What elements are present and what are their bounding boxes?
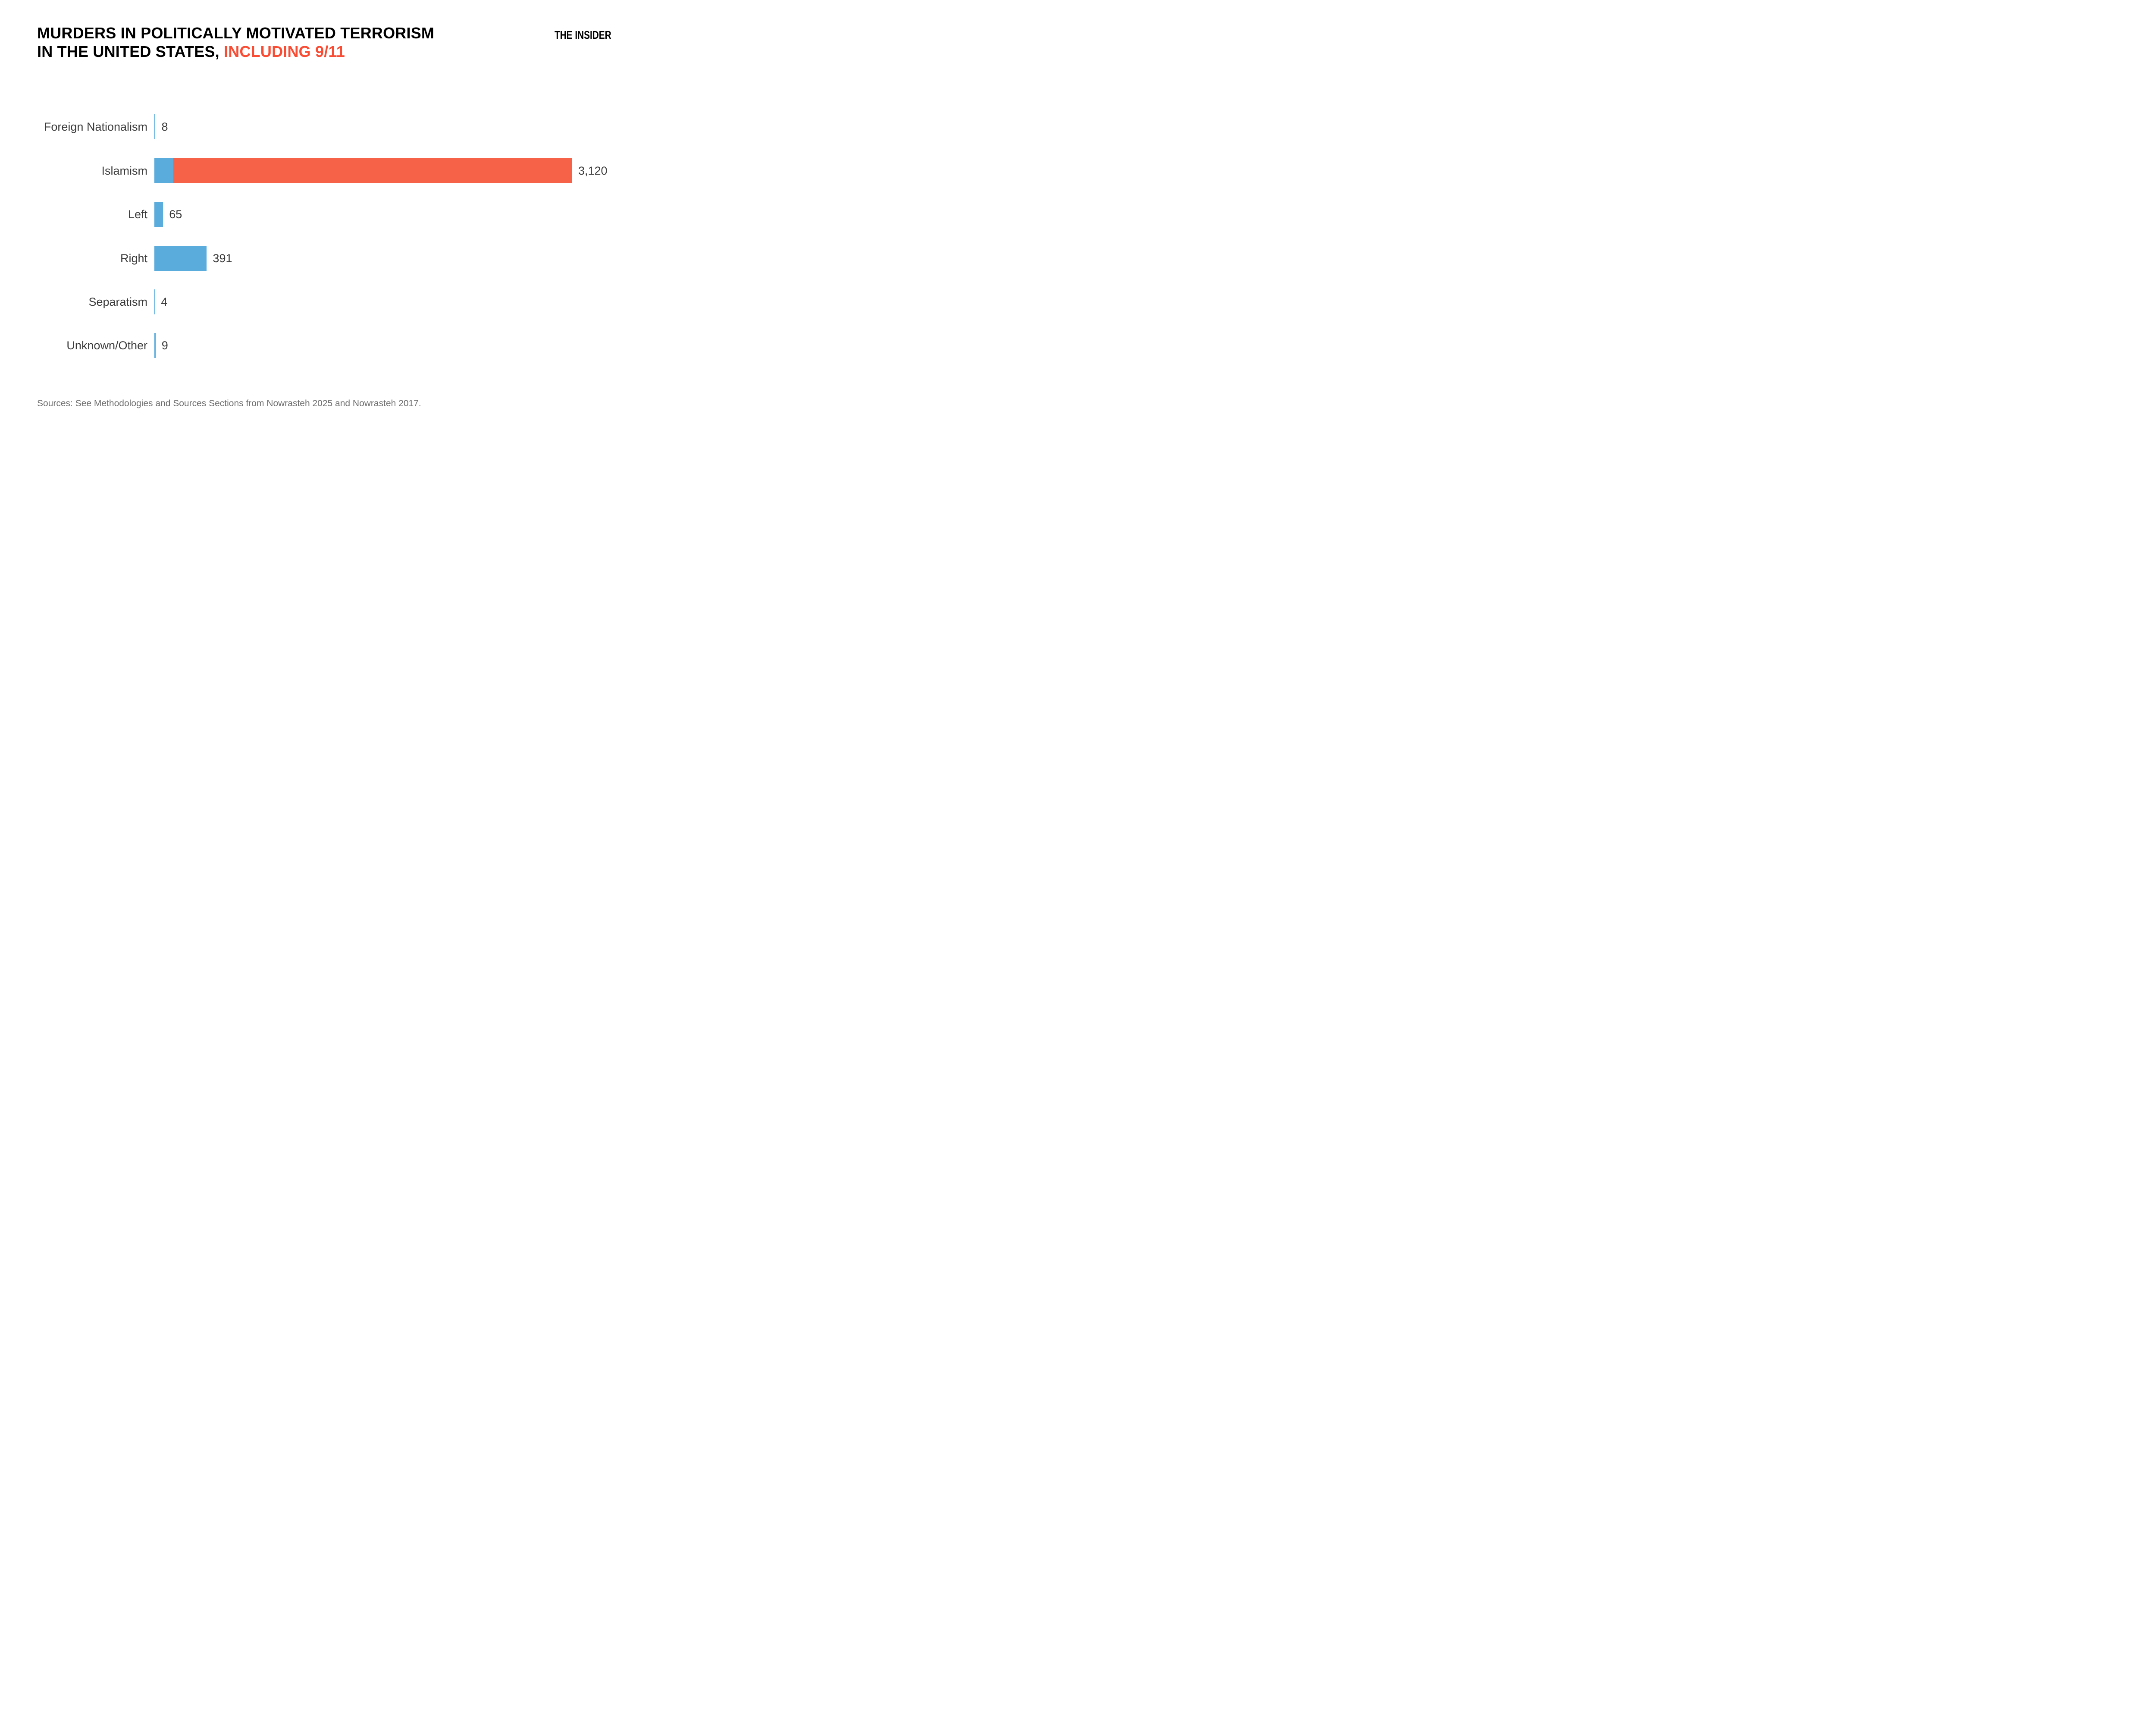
value-label: 65: [169, 207, 182, 221]
bar: [154, 333, 156, 358]
source-note: Sources: See Methodologies and Sources S…: [37, 398, 421, 408]
page-title: MURDERS IN POLITICALLY MOTIVATED TERRORI…: [37, 24, 434, 61]
bar: [154, 246, 207, 271]
brand-logo: THE INSIDER: [555, 28, 611, 41]
title-line-1: MURDERS IN POLITICALLY MOTIVATED TERRORI…: [37, 24, 435, 42]
chart-row: Unknown/Other 9: [0, 333, 168, 358]
bar: [154, 158, 572, 183]
bar-segment-blue: [154, 246, 207, 271]
category-label: Left: [128, 207, 147, 221]
value-label: 9: [161, 339, 168, 352]
value-label: 3,120: [578, 164, 608, 177]
chart-row: Left 65: [0, 202, 182, 227]
chart-row: Separatism 4: [0, 289, 167, 314]
category-label: Islamism: [101, 164, 148, 177]
title-line-2: IN THE UNITED STATES, INCLUDING 9/11: [37, 42, 434, 61]
category-label: Separatism: [88, 295, 147, 308]
value-label: 4: [161, 295, 168, 308]
bar-chart: Foreign Nationalism 8 Islamism 3,120 Lef…: [0, 0, 647, 431]
category-label: Foreign Nationalism: [44, 120, 147, 133]
bar: [154, 202, 163, 227]
bar: [154, 114, 156, 139]
bar-segment-blue: [154, 158, 174, 183]
title-line-2-black: IN THE UNITED STATES,: [37, 43, 224, 60]
category-label: Right: [120, 251, 147, 265]
category-label: Unknown/Other: [66, 339, 147, 352]
chart-row: Foreign Nationalism 8: [0, 114, 168, 139]
chart-row: Islamism 3,120: [0, 158, 608, 183]
value-label: 391: [213, 251, 232, 265]
bar-segment-blue: [154, 333, 156, 358]
bar-segment-blue: [154, 289, 155, 314]
chart-row: Right 391: [0, 246, 232, 271]
bar-segment-blue: [154, 114, 156, 139]
bar: [154, 289, 155, 314]
value-label: 8: [161, 120, 168, 133]
bar-segment-red: [173, 158, 572, 183]
title-line-2-highlight: INCLUDING 9/11: [224, 43, 345, 60]
bar-segment-blue: [154, 202, 163, 227]
